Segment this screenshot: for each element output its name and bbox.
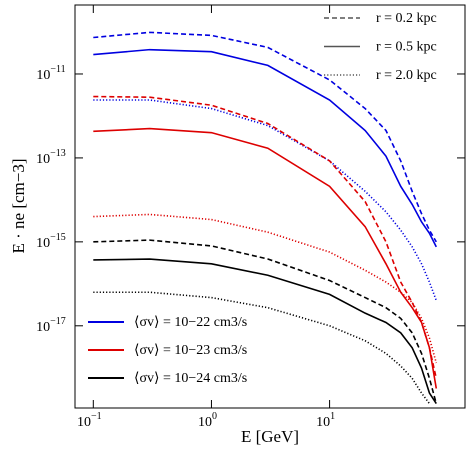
x-tick-label: 10−1 (77, 411, 102, 430)
series-line (93, 48, 438, 248)
legend-label: r = 0.2 kpc (376, 11, 437, 26)
series-line (93, 239, 438, 404)
x-axis-label: E [GeV] (241, 427, 299, 446)
series-line (93, 99, 438, 301)
series-line (93, 213, 438, 364)
legend-label: ⟨σv⟩ = 10−22 cm3/s (134, 315, 247, 330)
plot-frame (74, 4, 466, 409)
y-tick-label: 10−11 (36, 64, 65, 83)
x-tick-label: 101 (316, 411, 335, 430)
y-tick-label: 10−17 (36, 316, 66, 335)
series-line (93, 258, 437, 405)
series-line (93, 291, 431, 405)
legend-label: r = 0.5 kpc (376, 40, 437, 55)
y-tick-label: 10−13 (36, 148, 66, 167)
y-tick-label: 10−15 (36, 232, 66, 251)
series-line (93, 127, 438, 389)
legend-label: ⟨σv⟩ = 10−24 cm3/s (134, 371, 247, 386)
series-line (93, 95, 438, 379)
x-tick-label: 100 (198, 411, 217, 430)
y-axis-label: E · ne [cm−3] (9, 158, 28, 253)
legend-label: r = 2.0 kpc (376, 68, 437, 83)
legend-label: ⟨σv⟩ = 10−23 cm3/s (134, 343, 247, 358)
series-line (93, 31, 437, 243)
